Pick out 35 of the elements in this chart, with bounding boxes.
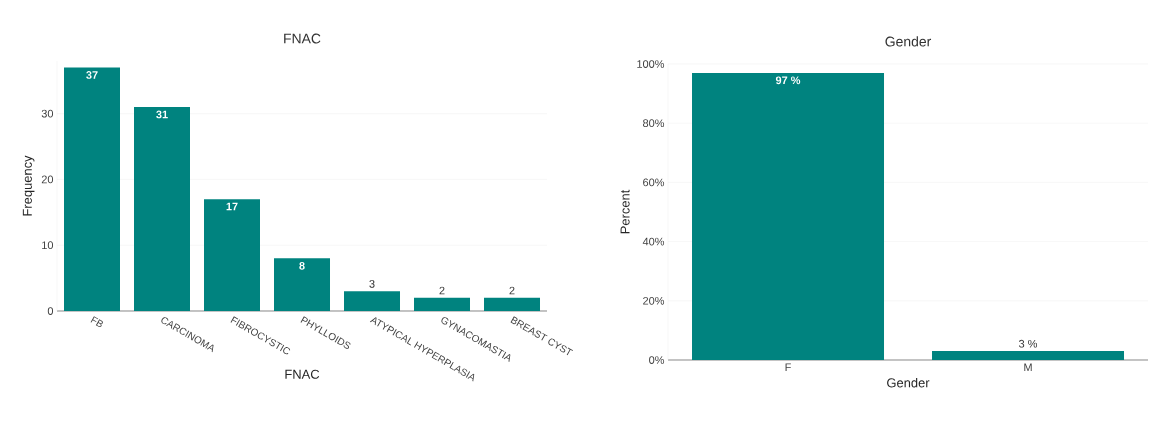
bar	[134, 107, 190, 311]
y-tick-label: 0%	[649, 356, 665, 364]
chart-title: FNAC	[284, 33, 321, 44]
bar	[414, 297, 470, 311]
chart-title: Gender	[885, 36, 932, 47]
data-label: 3	[369, 279, 375, 288]
y-tick-label: 40%	[642, 237, 665, 246]
data-label: 97 %	[775, 76, 801, 85]
x-tick-label: M	[1024, 363, 1032, 372]
y-tick-label: 100%	[637, 60, 665, 68]
y-tick-label: 0	[47, 307, 54, 315]
bar	[484, 297, 540, 311]
data-label: 3 %	[1018, 339, 1038, 348]
y-tick-label: 60%	[643, 178, 665, 187]
x-tick-label: F	[785, 363, 791, 372]
bar	[274, 258, 330, 311]
data-label: 2	[509, 286, 515, 295]
y-tick-label: 20	[41, 175, 54, 184]
data-label: 17	[226, 202, 238, 211]
y-tick-label: 30	[41, 109, 54, 118]
data-label: 8	[299, 261, 305, 270]
y-axis-title: Frequency	[22, 155, 35, 216]
x-axis-title: FNAC	[285, 369, 320, 379]
bar	[64, 67, 120, 311]
bar	[204, 199, 260, 311]
y-tick-label: 20%	[643, 296, 665, 305]
data-label: 2	[439, 286, 445, 295]
y-tick-label: 10	[42, 241, 54, 250]
data-label: 31	[156, 110, 168, 119]
y-tick-label: 80%	[643, 119, 665, 128]
x-axis-title: Gender	[887, 377, 930, 388]
data-label: 37	[86, 71, 98, 79]
x-tick-label: FB	[90, 316, 103, 328]
bar	[344, 291, 400, 311]
y-axis-title: Percent	[620, 189, 630, 234]
